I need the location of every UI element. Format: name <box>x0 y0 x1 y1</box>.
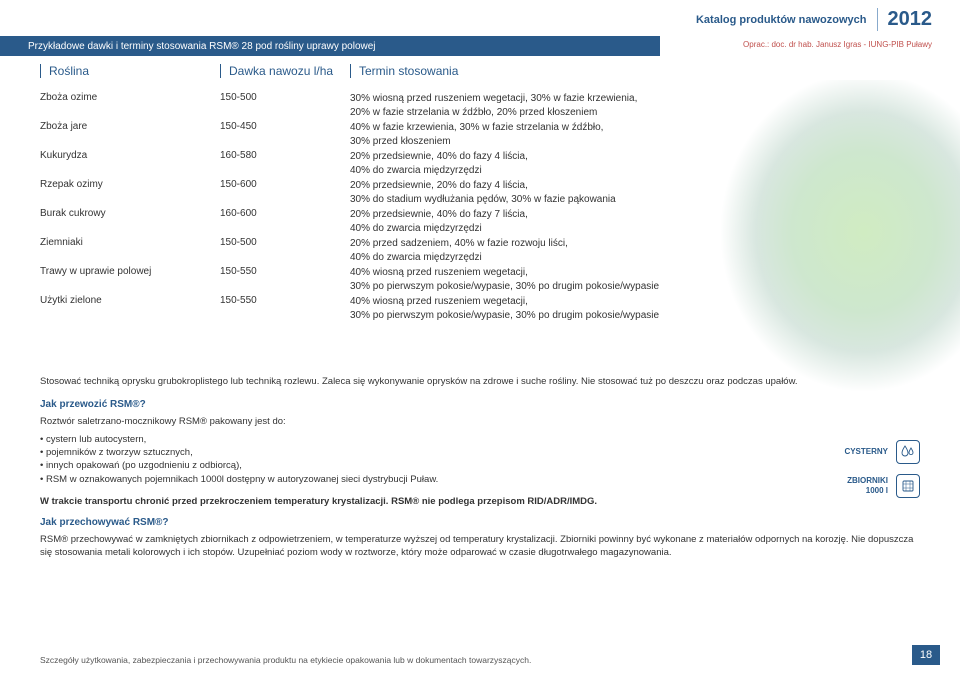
cysterny-label: CYSTERNY <box>770 447 888 457</box>
col-crop: Roślina <box>40 64 220 78</box>
zbiorniki-label: ZBIORNIKI1000 l <box>770 476 888 495</box>
cell-dose: 150-550 <box>220 295 350 322</box>
cell-timing: 20% przedsiewnie, 40% do fazy 4 liścia,4… <box>350 150 920 177</box>
col-dose: Dawka nawozu l/ha <box>220 64 350 78</box>
cell-timing: 20% przed sadzeniem, 40% w fazie rozwoju… <box>350 237 920 264</box>
col-timing: Termin stosowania <box>350 64 920 78</box>
cell-crop: Ziemniaki <box>40 237 220 264</box>
cell-crop: Zboża jare <box>40 121 220 148</box>
cell-dose: 160-580 <box>220 150 350 177</box>
table-row: Ziemniaki150-50020% przed sadzeniem, 40%… <box>40 237 920 264</box>
transport-intro: Roztwór saletrzano-mocznikowy RSM® pakow… <box>40 416 920 429</box>
cell-dose: 160-600 <box>220 208 350 235</box>
transport-row-cysterny: CYSTERNY <box>770 440 920 464</box>
table-row: Kukurydza160-58020% przedsiewnie, 40% do… <box>40 150 920 177</box>
usage-note: Stosować techniką oprysku grubokropliste… <box>40 376 920 389</box>
table-row: Rzepak ozimy150-60020% przedsiewnie, 20%… <box>40 179 920 206</box>
dosage-table: Zboża ozime150-50030% wiosną przed rusze… <box>40 92 920 324</box>
storage-title: Jak przechowywać RSM®? <box>40 517 920 528</box>
banner-text: Przykładowe dawki i terminy stosowania R… <box>28 41 376 52</box>
cell-timing: 40% wiosną przed ruszeniem wegetacji,30%… <box>350 266 920 293</box>
cell-timing: 30% wiosną przed ruszeniem wegetacji, 30… <box>350 92 920 119</box>
cell-timing: 40% wiosną przed ruszeniem wegetacji,30%… <box>350 295 920 322</box>
table-row: Zboża ozime150-50030% wiosną przed rusze… <box>40 92 920 119</box>
cell-crop: Rzepak ozimy <box>40 179 220 206</box>
transport-icons-box: CYSTERNY ZBIORNIKI1000 l <box>770 440 920 508</box>
author-credit: Oprac.: doc. dr hab. Janusz Igras - IUNG… <box>743 40 932 49</box>
storage-text: RSM® przechowywać w zamkniętych zbiornik… <box>40 534 920 560</box>
table-row: Zboża jare150-45040% w fazie krzewienia,… <box>40 121 920 148</box>
footer-note: Szczegóły użytkowania, zabezpieczania i … <box>40 655 531 665</box>
drop-icon <box>896 440 920 464</box>
cell-crop: Burak cukrowy <box>40 208 220 235</box>
cell-dose: 150-450 <box>220 121 350 148</box>
transport-row-zbiorniki: ZBIORNIKI1000 l <box>770 474 920 498</box>
cell-dose: 150-550 <box>220 266 350 293</box>
header-top: Katalog produktów nawozowych 2012 <box>696 8 932 31</box>
cell-dose: 150-500 <box>220 92 350 119</box>
container-icon <box>896 474 920 498</box>
page-number: 18 <box>912 645 940 665</box>
cell-dose: 150-500 <box>220 237 350 264</box>
transport-title: Jak przewozić RSM®? <box>40 399 920 410</box>
cell-timing: 40% w fazie krzewienia, 30% w fazie strz… <box>350 121 920 148</box>
cell-crop: Kukurydza <box>40 150 220 177</box>
table-row: Użytki zielone150-55040% wiosną przed ru… <box>40 295 920 322</box>
cell-timing: 20% przedsiewnie, 40% do fazy 7 liścia,4… <box>350 208 920 235</box>
banner-bar: Przykładowe dawki i terminy stosowania R… <box>0 36 660 56</box>
cell-dose: 150-600 <box>220 179 350 206</box>
cell-crop: Zboża ozime <box>40 92 220 119</box>
cell-crop: Trawy w uprawie polowej <box>40 266 220 293</box>
cell-timing: 20% przedsiewnie, 20% do fazy 4 liścia,3… <box>350 179 920 206</box>
table-row: Trawy w uprawie polowej150-55040% wiosną… <box>40 266 920 293</box>
catalog-year: 2012 <box>877 8 933 31</box>
catalog-title: Katalog produktów nawozowych <box>696 14 867 26</box>
table-row: Burak cukrowy160-60020% przedsiewnie, 40… <box>40 208 920 235</box>
cell-crop: Użytki zielone <box>40 295 220 322</box>
table-column-headers: Roślina Dawka nawozu l/ha Termin stosowa… <box>40 64 920 78</box>
